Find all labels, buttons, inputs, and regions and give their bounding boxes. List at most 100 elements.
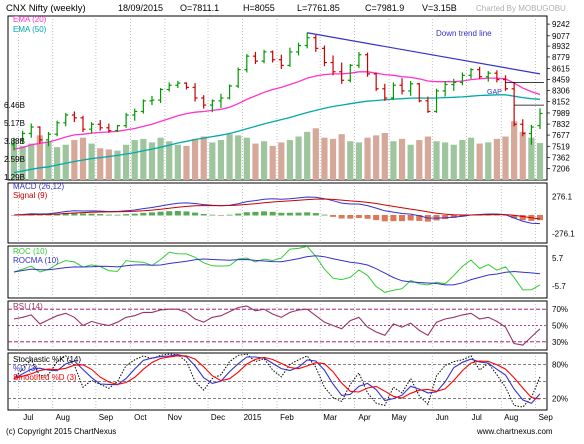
volume-bar	[493, 138, 500, 180]
gap-label: GAP	[487, 89, 502, 96]
price-tick-label: 7677	[552, 131, 570, 140]
trendline-label: Down trend line	[436, 29, 492, 38]
volume-bar	[511, 121, 518, 180]
macd-line	[13, 196, 541, 225]
macd-histogram-bar	[192, 212, 199, 216]
header-open: O=7811.1	[180, 3, 219, 13]
macd-histogram-bar	[105, 214, 112, 216]
x-tick-label: Dec	[211, 413, 225, 422]
volume-bar	[459, 140, 466, 180]
legend-roc: ROC (10)	[13, 247, 48, 256]
volume-bar	[442, 142, 449, 180]
price-tick-label: 8306	[552, 86, 570, 95]
volume-bar	[226, 134, 233, 180]
volume-bar	[97, 148, 104, 180]
macd-histogram-bar	[442, 215, 449, 220]
legend-rsi: RSI (14)	[13, 302, 43, 311]
price-candle	[321, 45, 327, 67]
price-candle	[503, 75, 509, 91]
price-candle	[485, 71, 491, 82]
x-tick-label: Aug	[504, 413, 518, 422]
volume-bar	[329, 138, 337, 180]
volume-bar	[476, 143, 483, 180]
macd-histogram-bar	[373, 215, 380, 221]
legend-ema20: EMA (20)	[13, 15, 47, 24]
price-tick-label: 8932	[552, 42, 570, 51]
header-date: 18/09/2015	[118, 3, 163, 13]
volume-bar	[235, 135, 242, 180]
price-candle	[382, 83, 388, 101]
macd-histogram-bar	[226, 214, 233, 216]
ema50-line	[13, 94, 541, 174]
macd-histogram-bar	[381, 215, 388, 222]
legend-stoch-k: Stochastic %K (14)	[13, 355, 81, 364]
volume-bar	[416, 140, 423, 180]
volume-bar	[278, 142, 285, 180]
price-tick-label: 7519	[552, 142, 570, 151]
volume-bar	[122, 144, 130, 180]
price-candle	[140, 99, 146, 114]
price-candle	[287, 47, 293, 67]
price-tick-label: 9242	[552, 20, 570, 29]
macd-histogram-bar	[390, 215, 397, 222]
price-candle	[201, 95, 207, 109]
macd-histogram-bar	[347, 215, 354, 219]
price-candle	[89, 122, 95, 134]
macd-histogram-bar	[399, 215, 406, 222]
header-high: H=8055	[243, 3, 275, 13]
price-candle	[313, 34, 319, 52]
volume-bar	[191, 138, 199, 180]
macd-histogram-bar	[235, 213, 242, 216]
macd-histogram-bar	[330, 215, 337, 217]
price-candle	[149, 95, 155, 106]
x-tick-label: Jun	[436, 413, 449, 422]
macd-histogram-bar	[140, 212, 147, 216]
price-candle	[63, 112, 69, 127]
price-candle	[28, 123, 34, 138]
macd-histogram-bar	[269, 211, 276, 216]
volume-bar	[286, 140, 294, 180]
macd-histogram-bar	[209, 214, 216, 216]
stoch-sd-line	[13, 355, 541, 400]
price-candle	[20, 130, 26, 144]
roc-tick-label: 5.7	[552, 254, 564, 263]
volume-bar	[519, 131, 526, 180]
price-candle	[442, 80, 448, 97]
price-candle	[399, 78, 405, 95]
price-candle	[45, 132, 51, 147]
stoch-pd-line	[13, 354, 541, 405]
price-candle	[390, 82, 396, 101]
price-candle	[296, 42, 302, 56]
volume-bar	[260, 141, 268, 180]
legend-stoch-pd: %D (3)	[13, 364, 38, 373]
price-candle	[227, 84, 233, 100]
price-candle	[252, 51, 258, 64]
roc-tick-label: -5.7	[552, 282, 566, 291]
macd-histogram-bar	[62, 212, 69, 216]
roc-pane	[7, 245, 548, 299]
price-candle	[468, 68, 474, 79]
price-tick-label: 8779	[552, 53, 570, 62]
volume-bar	[536, 142, 544, 180]
price-candle	[451, 78, 457, 91]
volume-bar	[105, 149, 112, 180]
macd-histogram-bar	[261, 211, 268, 216]
price-candle	[494, 70, 500, 83]
macd-histogram-bar	[511, 215, 518, 219]
price-candle	[330, 55, 336, 76]
x-tick-label: Jul	[23, 413, 33, 422]
x-tick-label: May	[392, 413, 407, 422]
macd-tick-label: 276.1	[552, 192, 573, 201]
price-candle	[192, 83, 198, 102]
down-trend-line	[307, 32, 541, 75]
legend-rocma: ROCMA (10)	[13, 256, 59, 265]
macd-histogram-bar	[295, 212, 302, 216]
volume-bar	[209, 142, 216, 180]
macd-histogram-bar	[88, 213, 95, 216]
footer-copyright: (c) Copyright 2015 ChartNexus	[6, 427, 116, 436]
volume-bar	[398, 138, 406, 180]
volume-bar	[355, 142, 363, 180]
macd-histogram-bar	[166, 211, 173, 216]
